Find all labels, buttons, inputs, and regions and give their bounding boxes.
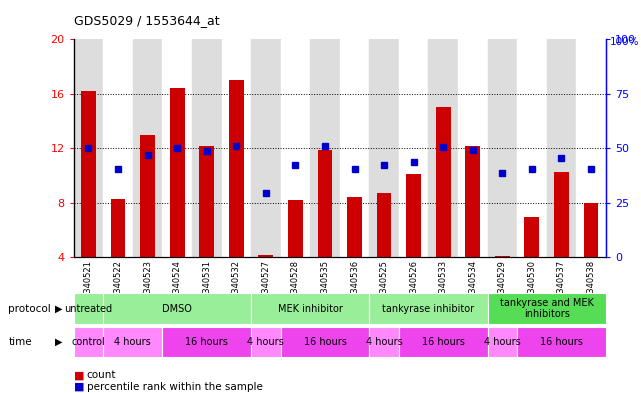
Text: protocol: protocol (8, 303, 51, 314)
Bar (369, 294, 488, 323)
Bar (81, 91, 96, 257)
Text: 4 hours: 4 hours (247, 337, 284, 347)
Bar (111, 199, 126, 257)
Bar (369, 39, 399, 257)
Text: control: control (72, 337, 105, 347)
Bar (192, 39, 222, 257)
Text: ▶: ▶ (54, 337, 62, 347)
Bar (488, 294, 606, 323)
Bar (576, 39, 606, 257)
Bar (281, 327, 369, 357)
Bar (222, 39, 251, 257)
Text: tankyrase and MEK
inhibitors: tankyrase and MEK inhibitors (500, 298, 594, 319)
Text: MEK inhibitor: MEK inhibitor (278, 303, 342, 314)
Bar (229, 80, 244, 257)
Bar (369, 327, 399, 357)
Bar (199, 146, 214, 257)
Text: ■: ■ (74, 370, 84, 380)
Bar (251, 294, 369, 323)
Bar (377, 193, 392, 257)
Text: 16 hours: 16 hours (185, 337, 228, 347)
Text: GDS5029 / 1553644_at: GDS5029 / 1553644_at (74, 15, 219, 28)
Bar (347, 197, 362, 257)
Bar (458, 39, 488, 257)
Bar (251, 39, 281, 257)
Bar (74, 327, 103, 357)
Bar (406, 174, 421, 257)
Bar (74, 39, 103, 257)
Text: untreated: untreated (65, 303, 113, 314)
Bar (428, 39, 458, 257)
Bar (288, 200, 303, 257)
Bar (103, 39, 133, 257)
Bar (140, 135, 155, 257)
Text: 16 hours: 16 hours (540, 337, 583, 347)
Bar (103, 294, 251, 323)
Bar (340, 39, 369, 257)
Text: count: count (87, 370, 116, 380)
Bar (547, 39, 576, 257)
Text: DMSO: DMSO (162, 303, 192, 314)
Bar (162, 327, 251, 357)
Bar (524, 217, 539, 257)
Bar (465, 146, 480, 257)
Text: 4 hours: 4 hours (366, 337, 403, 347)
Bar (488, 39, 517, 257)
Bar (74, 294, 103, 323)
Text: time: time (8, 337, 32, 347)
Bar (170, 88, 185, 257)
Bar (317, 150, 332, 257)
Bar (399, 327, 488, 357)
Bar (399, 39, 428, 257)
Text: 4 hours: 4 hours (484, 337, 520, 347)
Bar (583, 203, 598, 257)
Bar (162, 39, 192, 257)
Text: ■: ■ (74, 382, 84, 392)
Bar (495, 256, 510, 257)
Bar (103, 327, 162, 357)
Text: ▶: ▶ (54, 303, 62, 314)
Text: 16 hours: 16 hours (422, 337, 465, 347)
Bar (133, 39, 162, 257)
Text: tankyrase inhibitor: tankyrase inhibitor (382, 303, 474, 314)
Bar (554, 171, 569, 257)
Bar (251, 327, 281, 357)
Text: 4 hours: 4 hours (115, 337, 151, 347)
Text: percentile rank within the sample: percentile rank within the sample (87, 382, 262, 392)
Bar (281, 39, 310, 257)
Bar (436, 107, 451, 257)
Bar (517, 327, 606, 357)
Bar (517, 39, 547, 257)
Bar (258, 255, 273, 257)
Text: 16 hours: 16 hours (304, 337, 346, 347)
Text: 100%: 100% (610, 37, 640, 48)
Bar (488, 327, 517, 357)
Bar (310, 39, 340, 257)
